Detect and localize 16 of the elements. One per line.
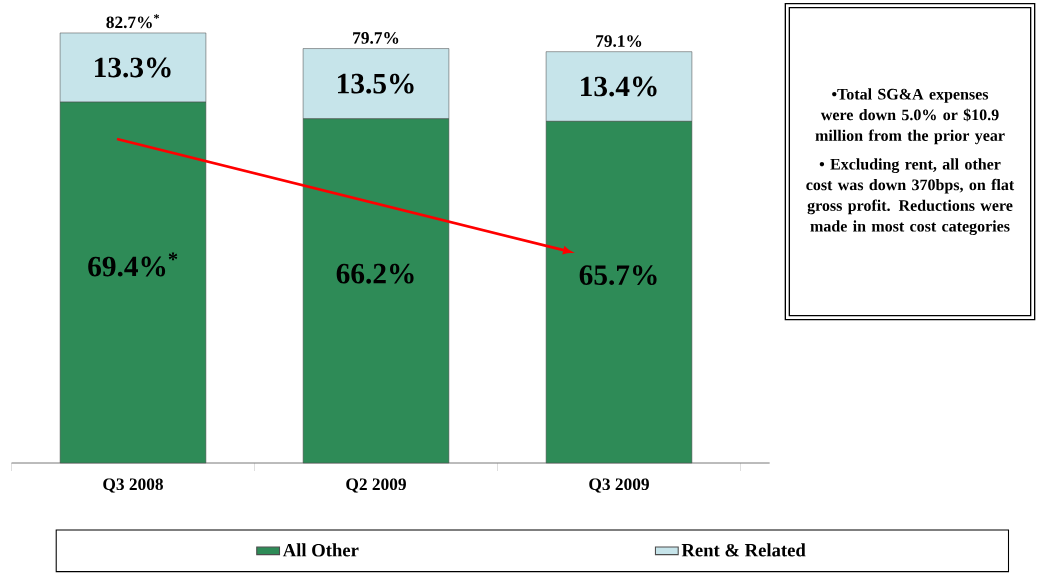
- data-label: 69.4%$^{*}$: [88, 252, 178, 277]
- total-label: 82.7%$^{*}$: [106, 14, 160, 29]
- total-label: 79.7%: [353, 32, 399, 44]
- x-tick-label: Q2 2009: [346, 478, 406, 493]
- text: •Total SG&A expenses were down 5.0% or $10.9 million from the prior year: [815, 88, 1005, 145]
- legend-label: All Other: [282, 543, 359, 557]
- text: • Excluding rent, all other cost was down 370bps, on flat gross profit. Reductions were made in most cost categories: [806, 158, 1015, 235]
- data-label: 13.5%: [338, 73, 414, 94]
- total-label: 79.1%: [596, 35, 642, 47]
- data-label: 66.2%: [336, 263, 414, 284]
- x-tick-label: Q3 2008: [103, 478, 163, 493]
- x-tick-label: Q3 2009: [589, 478, 649, 493]
- data-label: 13.4%: [581, 76, 657, 97]
- data-label: 13.3%: [95, 57, 171, 78]
- legend-label: Rent & Related: [681, 543, 806, 557]
- data-label: 65.7%: [579, 265, 657, 286]
